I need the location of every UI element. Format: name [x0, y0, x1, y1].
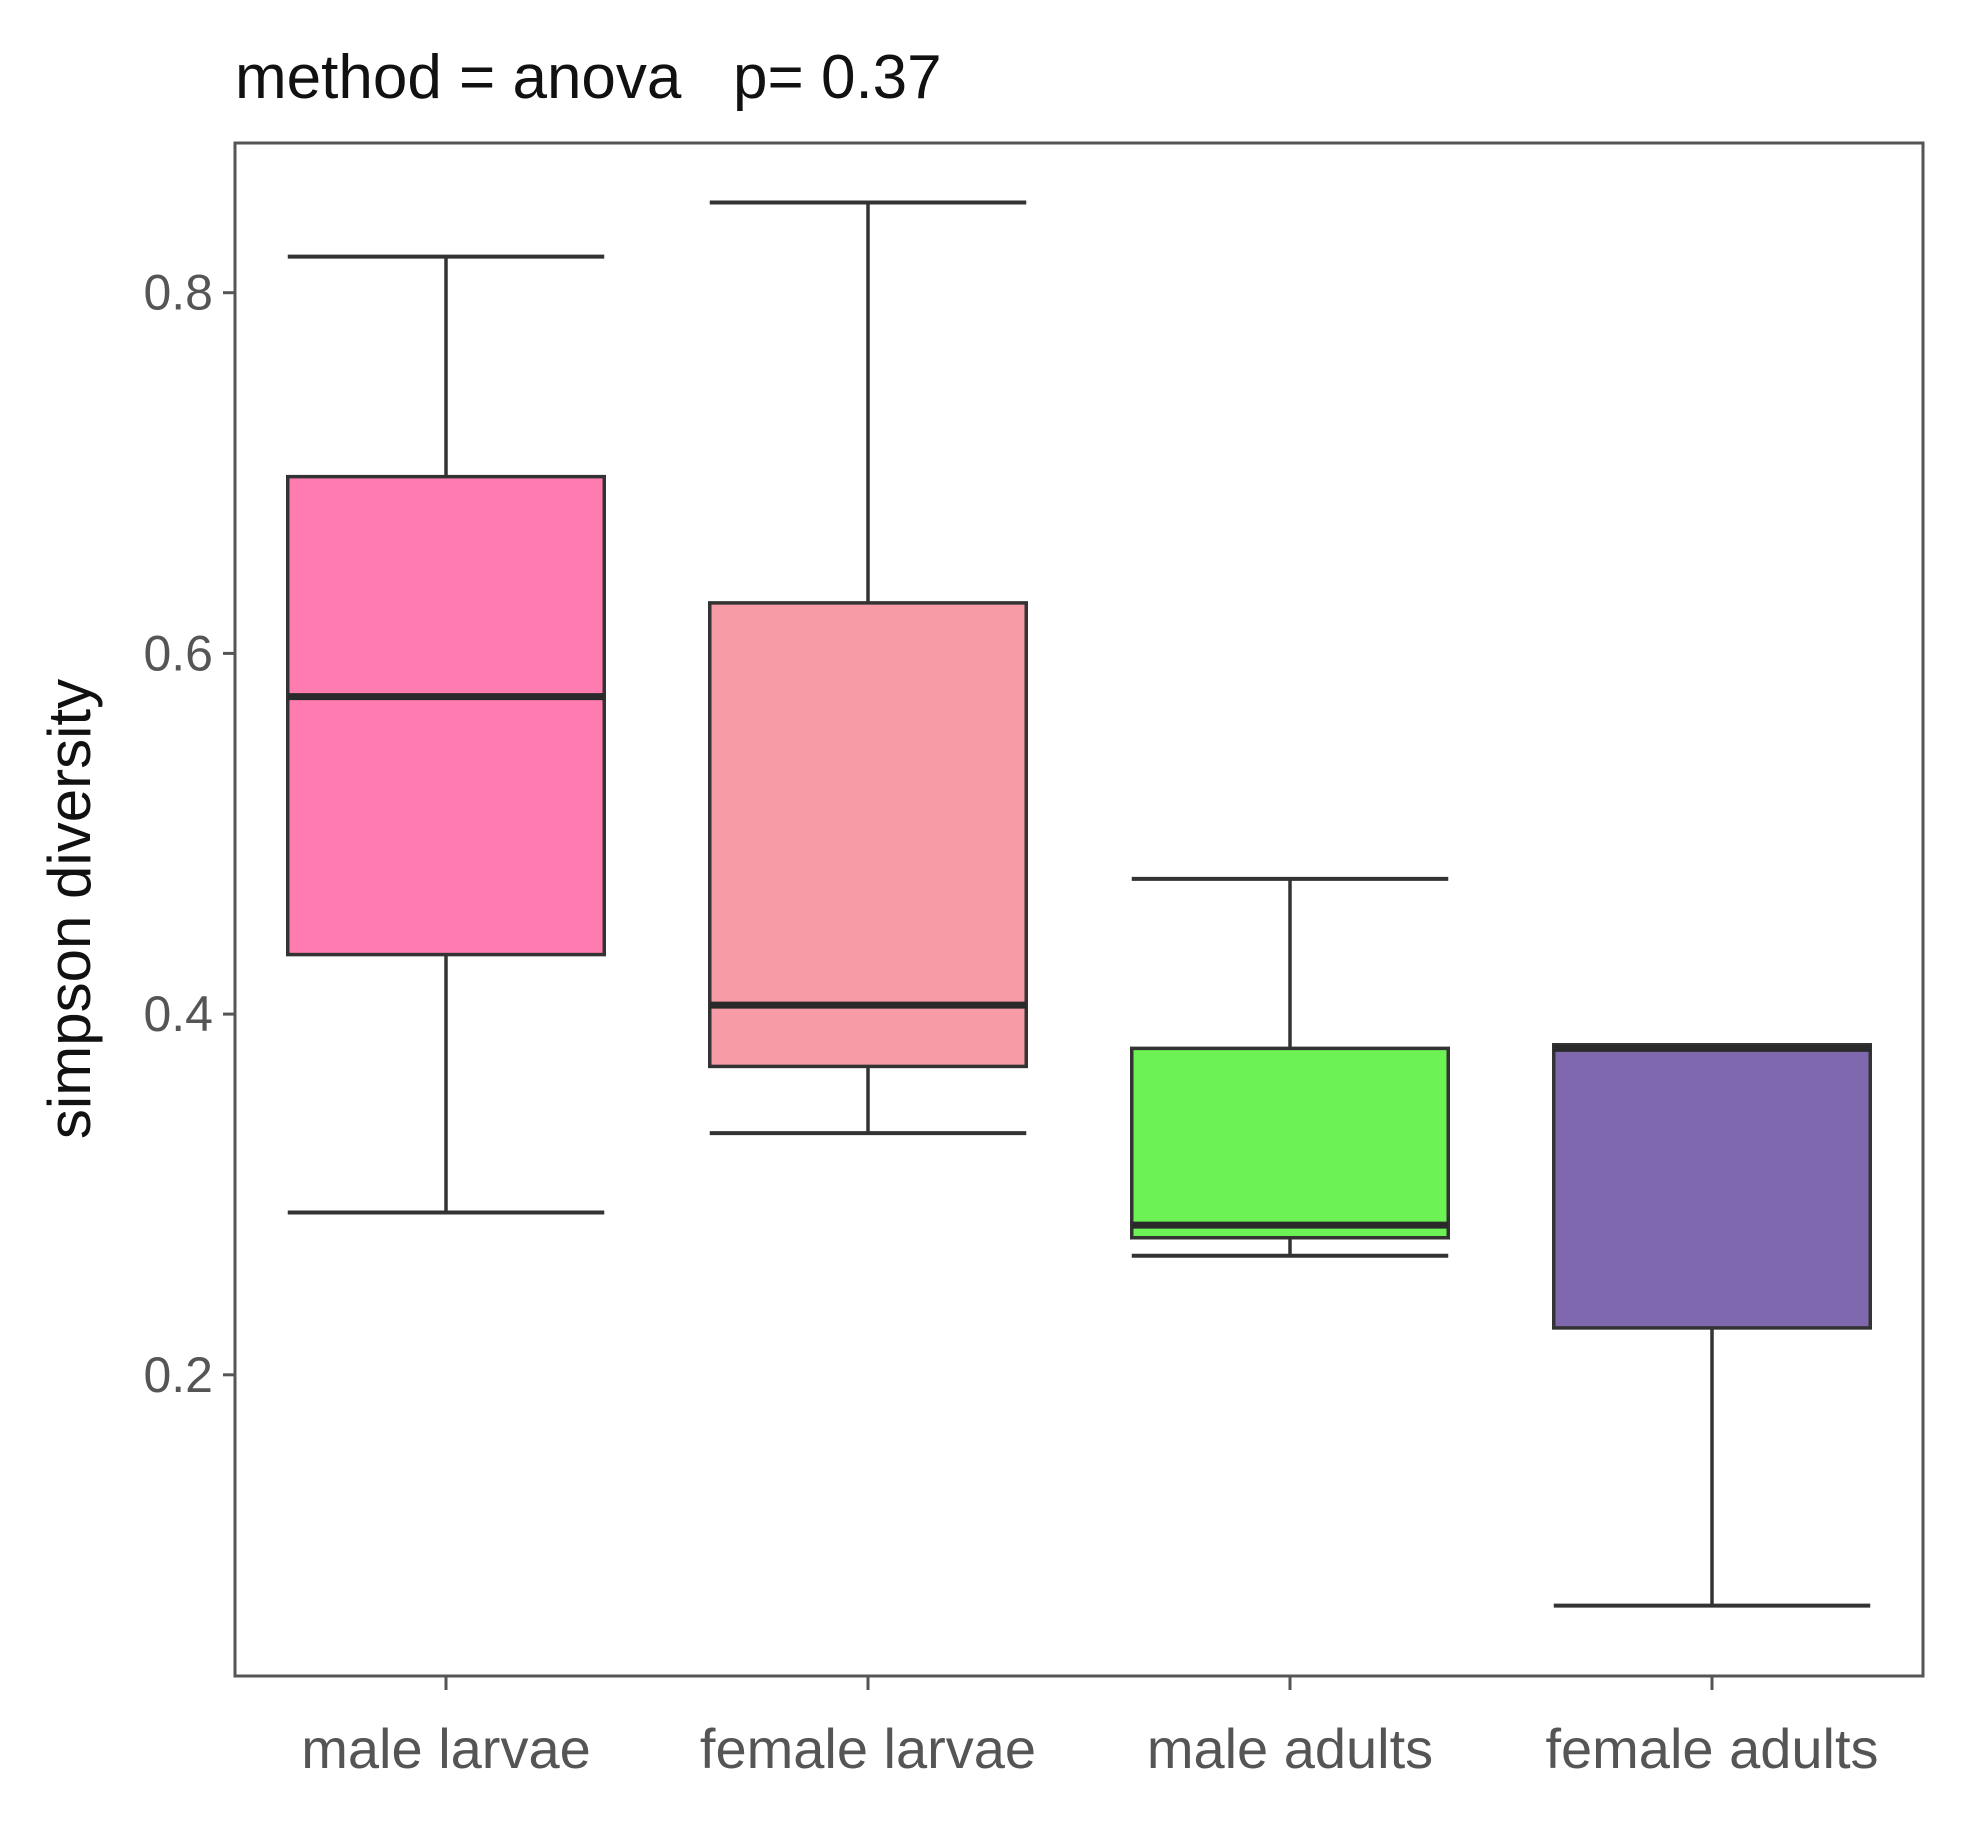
x-tick-label: male adults	[1147, 1717, 1433, 1780]
y-tick-label: 0.8	[143, 265, 213, 321]
x-tick-label: female larvae	[700, 1717, 1036, 1780]
y-axis: 0.2 0.4 0.6 0.8	[143, 265, 235, 1403]
box-body	[1130, 1046, 1450, 1240]
chart-title: method = anova p= 0.37	[235, 43, 942, 112]
y-tick-label: 0.4	[143, 986, 213, 1042]
box-male-adults	[1130, 876, 1450, 1258]
box-body	[286, 474, 606, 957]
box-female-adults	[1552, 1043, 1872, 1608]
box-male-larvae	[286, 254, 606, 1215]
box-body	[1552, 1043, 1872, 1330]
y-axis-label: simpson diversity	[36, 679, 103, 1139]
y-tick-label: 0.2	[143, 1347, 213, 1403]
x-tick-label: male larvae	[301, 1717, 590, 1780]
x-tick-label: female adults	[1545, 1717, 1878, 1780]
box-female-larvae	[708, 200, 1028, 1136]
boxes-layer	[286, 200, 1872, 1608]
x-axis: male larvae female larvae male adults femal…	[301, 1676, 1879, 1780]
box-body	[708, 601, 1028, 1069]
y-tick-label: 0.6	[143, 625, 213, 681]
